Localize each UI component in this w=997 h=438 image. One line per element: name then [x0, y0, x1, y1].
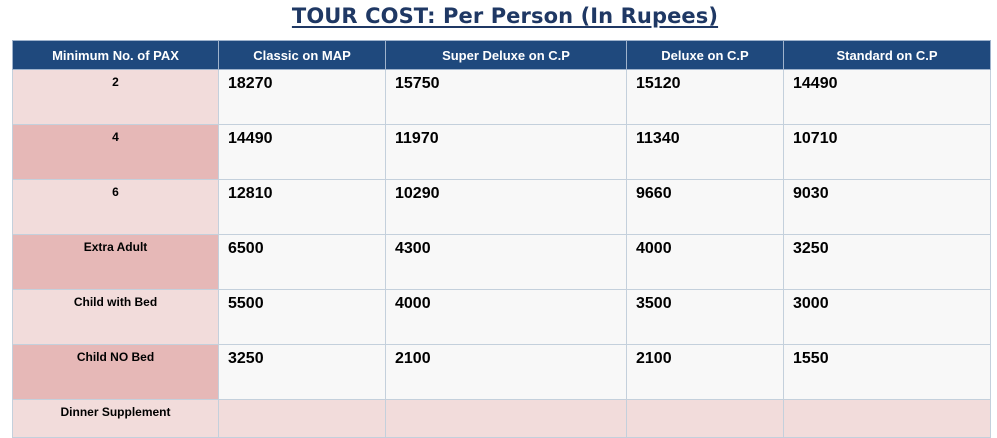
price-cell: 15120: [626, 69, 784, 125]
column-header-standard-cp: Standard on C.P: [783, 40, 991, 70]
price-cell: 15750: [385, 69, 627, 125]
row-label-child-no-bed: Child NO Bed: [12, 344, 219, 400]
table-row: 2 18270 15750 15120 14490: [12, 69, 991, 125]
price-cell: 14490: [783, 69, 991, 125]
price-cell: 11340: [626, 124, 784, 180]
price-cell: [218, 399, 386, 438]
price-cell: [783, 399, 991, 438]
table-row: Child NO Bed 3250 2100 2100 1550: [12, 344, 991, 400]
row-label-pax-2: 2: [12, 69, 219, 125]
column-header-classic-map: Classic on MAP: [218, 40, 386, 70]
price-cell: 10710: [783, 124, 991, 180]
row-label-dinner-supplement: Dinner Supplement: [12, 399, 219, 438]
table-row: Dinner Supplement: [12, 399, 991, 438]
row-label-pax-4: 4: [12, 124, 219, 180]
price-cell: 2100: [385, 344, 627, 400]
page-title: TOUR COST: Per Person (In Rupees): [291, 4, 719, 28]
table-header-row: Minimum No. of PAX Classic on MAP Super …: [12, 40, 991, 70]
price-cell: 11970: [385, 124, 627, 180]
price-cell: 10290: [385, 179, 627, 235]
column-header-deluxe-cp: Deluxe on C.P: [626, 40, 784, 70]
row-label-extra-adult: Extra Adult: [12, 234, 219, 290]
column-header-min-pax: Minimum No. of PAX: [12, 40, 219, 70]
price-cell: 4300: [385, 234, 627, 290]
price-cell: 5500: [218, 289, 386, 345]
price-cell: 6500: [218, 234, 386, 290]
price-cell: 4000: [626, 234, 784, 290]
price-cell: [626, 399, 784, 438]
table-row: 4 14490 11970 11340 10710: [12, 124, 991, 180]
table-row: Child with Bed 5500 4000 3500 3000: [12, 289, 991, 345]
row-label-child-with-bed: Child with Bed: [12, 289, 219, 345]
row-label-pax-6: 6: [12, 179, 219, 235]
price-cell: 9660: [626, 179, 784, 235]
price-cell: 3250: [783, 234, 991, 290]
price-cell: 14490: [218, 124, 386, 180]
column-header-super-deluxe-cp: Super Deluxe on C.P: [385, 40, 627, 70]
price-cell: 2100: [626, 344, 784, 400]
price-cell: 1550: [783, 344, 991, 400]
tour-cost-table: Minimum No. of PAX Classic on MAP Super …: [12, 40, 991, 438]
price-cell: 4000: [385, 289, 627, 345]
price-cell: 12810: [218, 179, 386, 235]
price-cell: 3250: [218, 344, 386, 400]
price-cell: 3000: [783, 289, 991, 345]
price-cell: 18270: [218, 69, 386, 125]
table-row: 6 12810 10290 9660 9030: [12, 179, 991, 235]
price-cell: 9030: [783, 179, 991, 235]
price-cell: [385, 399, 627, 438]
table-row: Extra Adult 6500 4300 4000 3250: [12, 234, 991, 290]
price-cell: 3500: [626, 289, 784, 345]
